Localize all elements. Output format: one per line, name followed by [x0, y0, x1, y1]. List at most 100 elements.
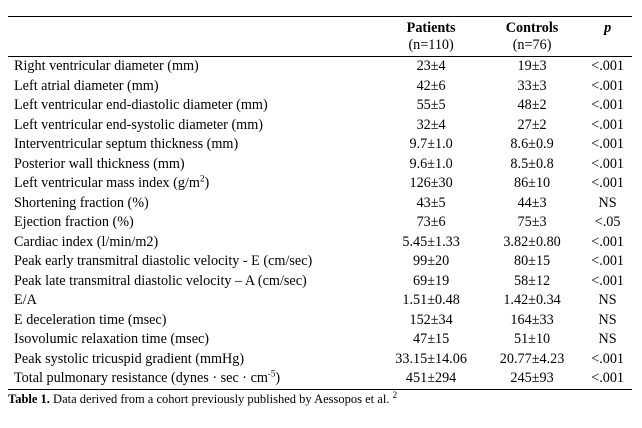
row-controls-value: 1.42±0.34	[503, 292, 561, 309]
row-label-text: Total pulmonary resistance (dynes · sec …	[14, 370, 268, 387]
row-patients-value: 55±5	[416, 97, 446, 114]
row-p-value: NS	[598, 311, 617, 328]
row-patients-value: 99±20	[413, 253, 450, 270]
row-label: Ejection fraction (%)	[14, 214, 134, 231]
row-p-value: <.001	[591, 136, 625, 153]
table-row: Right ventricular diameter (mm) 23±4 19±3 <…	[8, 57, 632, 77]
row-patients-value: 47±15	[413, 331, 450, 348]
row-label: Peak early transmitral diastolic velocit…	[14, 253, 313, 270]
row-patients-value: 42±6	[416, 77, 446, 94]
row-label: Left ventricular mass index (g/m2)	[8, 174, 381, 194]
row-p-value: NS	[598, 194, 617, 211]
row-controls-value: 245±93	[480, 369, 584, 390]
table-row: E/A 1.51±0.48 1.42±0.34 NS	[8, 291, 632, 311]
row-p-value: NS	[598, 331, 617, 348]
row-label: E deceleration time (msec)	[14, 311, 167, 328]
row-label: Posterior wall thickness (mm)	[14, 155, 185, 172]
header-controls-n: (n=76)	[480, 37, 584, 57]
caption-text: Data derived from a cohort previously pu…	[49, 392, 393, 406]
row-label-tail: )	[204, 175, 210, 192]
row-controls-value: 164±33	[510, 311, 554, 328]
table-row: Cardiac index (l/min/m2) 5.45±1.33 3.82±0.…	[8, 233, 632, 253]
row-p-value: <.001	[591, 272, 625, 289]
row-p-value: <.001	[591, 97, 625, 114]
table-body: Right ventricular diameter (mm) 23±4 19±3 <…	[8, 57, 632, 390]
table-row: Isovolumic relaxation time (msec) 47±15 51…	[8, 330, 632, 350]
header-controls-label: Controls	[505, 20, 559, 36]
row-label: Left ventricular end-diastolic diameter …	[14, 97, 268, 114]
row-patients-value: 32±4	[416, 116, 446, 133]
row-patients-value: 9.6±1.0	[409, 155, 453, 172]
row-label: Right ventricular diameter (mm)	[14, 58, 199, 75]
table-row: Shortening fraction (%) 43±5 44±3 NS	[8, 194, 632, 214]
row-label: Peak late transmitral diastolic velocity…	[14, 272, 307, 289]
row-controls-value: 3.82±0.80	[503, 233, 561, 250]
row-p-value: <.001	[591, 58, 625, 75]
table-row: Total pulmonary resistance (dynes · sec …	[8, 369, 632, 390]
row-p-value: <.001	[591, 233, 625, 250]
row-label: Interventricular septum thickness (mm)	[14, 136, 239, 153]
header-p-label: p	[604, 20, 612, 36]
row-controls-value: 75±3	[517, 214, 547, 231]
row-p-value: <.001	[591, 77, 625, 94]
row-patients-value: 1.51±0.48	[402, 292, 460, 309]
table-row: Left ventricular end-diastolic diameter …	[8, 96, 632, 116]
row-controls-value: 86±10	[513, 175, 551, 192]
row-p-value: <.001	[591, 350, 625, 367]
row-patients-value: 9.7±1.0	[409, 136, 453, 153]
row-p-value: <.001	[583, 369, 632, 390]
row-controls-value: 48±2	[517, 97, 547, 114]
row-patients-value: 43±5	[416, 194, 446, 211]
row-patients-value: 69±19	[413, 272, 450, 289]
row-label: Left ventricular end-systolic diameter (…	[14, 116, 263, 133]
header-patients-n: (n=110)	[381, 37, 481, 57]
row-label-sup: 2	[199, 173, 205, 184]
header-blank	[8, 16, 382, 37]
data-table: Patients Controls p (n=110) (n=76) Right…	[8, 16, 632, 390]
row-label: Peak systolic tricuspid gradient (mmHg)	[14, 350, 245, 367]
table-caption: Table 1. Data derived from a cohort prev…	[8, 389, 398, 407]
row-patients-value: 23±4	[416, 58, 446, 75]
header-controls: Controls	[480, 16, 584, 37]
row-p-value: <.001	[591, 253, 625, 270]
row-patients-value: 5.45±1.33	[402, 233, 460, 250]
row-patients-value: 33.15±14.06	[395, 350, 467, 367]
row-label: Total pulmonary resistance (dynes · sec …	[8, 369, 382, 390]
table-row: Posterior wall thickness (mm) 9.6±1.0 8.5±…	[8, 155, 632, 175]
row-label: Cardiac index (l/min/m2)	[14, 233, 159, 250]
row-label-tail: )	[275, 370, 281, 387]
table-row: Left ventricular end-systolic diameter (…	[8, 116, 632, 136]
row-controls-value: 80±15	[513, 253, 551, 270]
header-row: Patients Controls p	[8, 16, 632, 37]
table-row: Left atrial diameter (mm) 42±6 33±3 <.001	[8, 77, 632, 97]
header-p: p	[583, 16, 632, 37]
table-row: Peak systolic tricuspid gradient (mmHg) 3…	[8, 350, 632, 370]
row-p-value: <.05	[594, 214, 621, 231]
table-row: Left ventricular mass index (g/m2) 126±30…	[8, 174, 632, 194]
row-patients-value: 73±6	[416, 214, 446, 231]
row-label: Isovolumic relaxation time (msec)	[14, 331, 210, 348]
table-row: Peak late transmitral diastolic velocity…	[8, 272, 632, 292]
row-controls-value: 27±2	[517, 116, 547, 133]
row-controls-value: 44±3	[517, 194, 547, 211]
row-controls-value: 8.5±0.8	[510, 155, 554, 172]
table-row: Ejection fraction (%) 73±6 75±3 <.05	[8, 213, 632, 233]
row-label: Left atrial diameter (mm)	[14, 77, 159, 94]
table-row: Peak early transmitral diastolic velocit…	[8, 252, 632, 272]
row-controls-value: 51±10	[513, 331, 551, 348]
row-label: Shortening fraction (%)	[14, 194, 149, 211]
header-patients-label: Patients	[406, 20, 456, 36]
header-patients: Patients	[381, 16, 481, 37]
row-p-value: NS	[598, 292, 617, 309]
row-controls-value: 8.6±0.9	[510, 136, 554, 153]
caption-prefix: Table 1.	[8, 392, 50, 406]
row-patients-value: 126±30	[409, 175, 453, 192]
row-p-value: <.001	[591, 155, 625, 172]
table-row: E deceleration time (msec) 152±34 164±33 NS	[8, 311, 632, 331]
caption-ref: 2	[392, 389, 398, 400]
row-controls-value: 20.77±4.23	[499, 350, 565, 367]
row-controls-value: 19±3	[517, 58, 547, 75]
row-label: E/A	[14, 292, 37, 309]
row-label-text: Left ventricular mass index (g/m	[14, 175, 200, 192]
